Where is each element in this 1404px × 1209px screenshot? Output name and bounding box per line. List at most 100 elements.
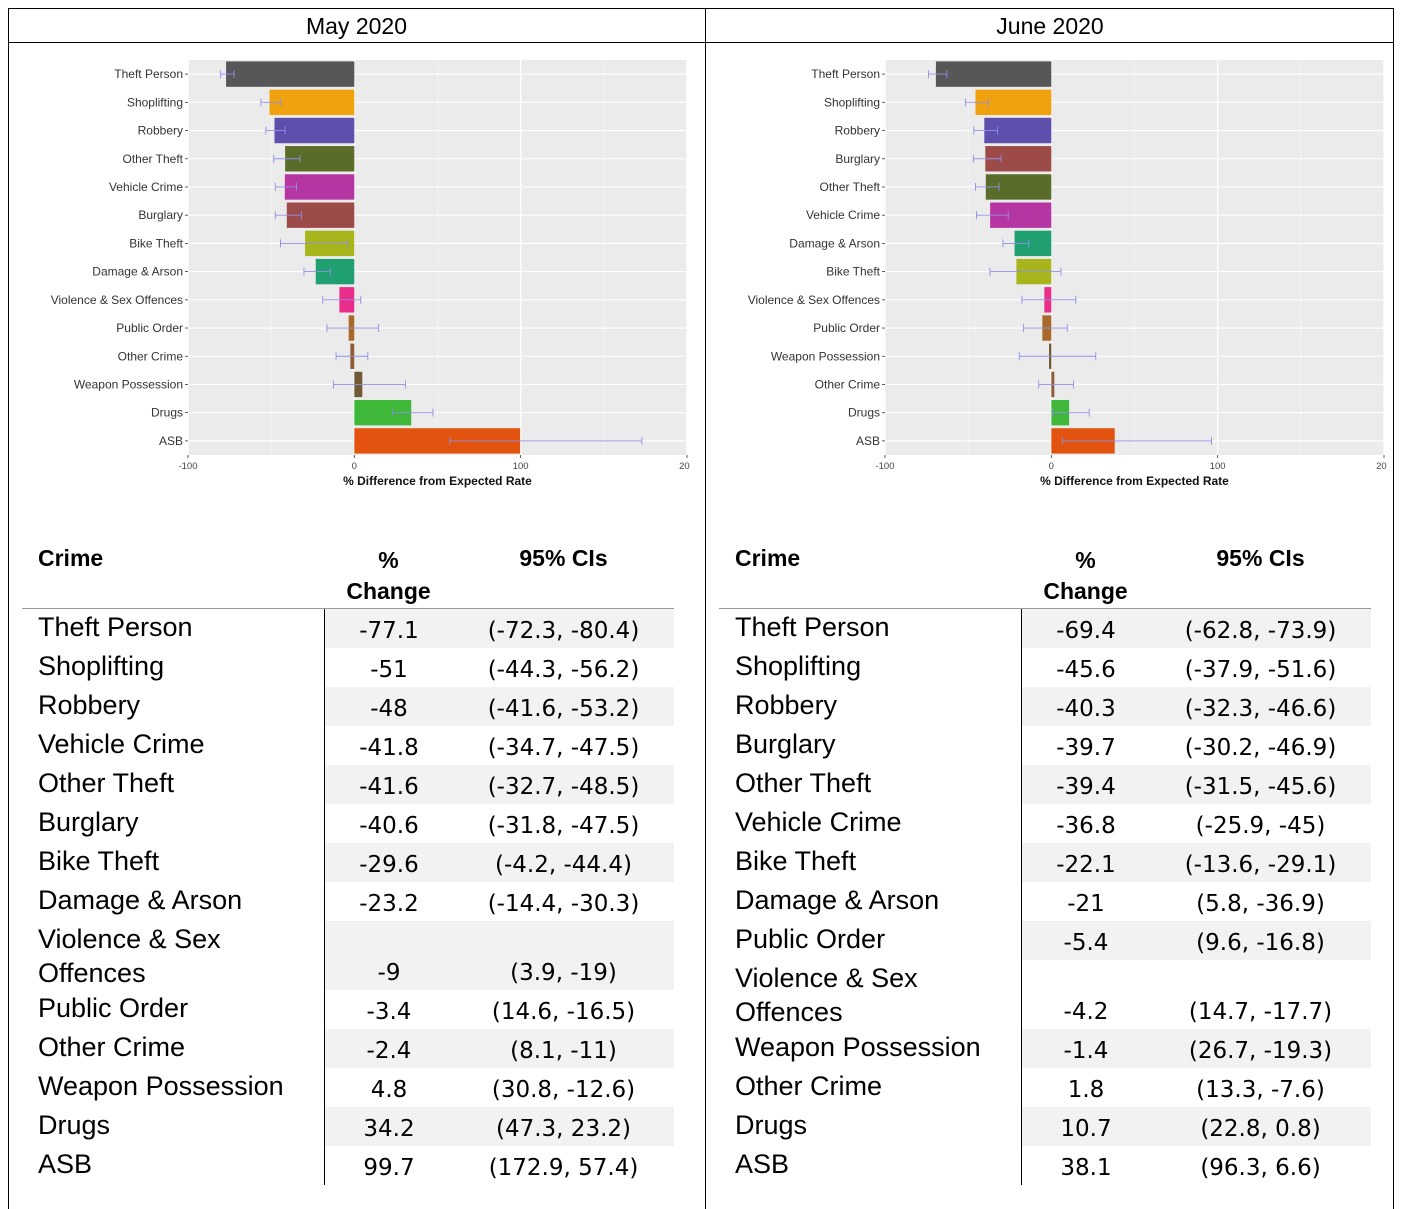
x-tick-label: 0 — [352, 461, 357, 472]
header-ci: 95% CIs — [519, 545, 608, 571]
table-row: Vehicle Crime -41.8 (-34.7, -47.5) — [22, 726, 674, 765]
errorbar-theft-person — [220, 70, 235, 79]
change-cell: -5.4 — [1021, 921, 1150, 960]
table-row: Robbery -48 (-41.6, -53.2) — [22, 687, 674, 726]
crime-cell: Burglary — [38, 807, 139, 837]
ci-cell: (-30.2, -46.9) — [1184, 735, 1337, 761]
ci-cell: (-25.9, -45) — [1195, 813, 1326, 839]
table-row: Weapon Possession 4.8 (30.8, -12.6) — [22, 1068, 674, 1107]
y-tick-label: Weapon Possession — [74, 377, 183, 391]
errorbar-violence-and-sex-offences — [1021, 295, 1077, 304]
table-row: ASB 38.1 (96.3, 6.6) — [719, 1146, 1371, 1185]
change-cell: -3.4 — [324, 990, 453, 1029]
x-tick-label: -100 — [178, 461, 197, 472]
change-cell: -39.4 — [1021, 765, 1150, 804]
crime-cell: Damage & Arson — [38, 885, 243, 915]
errorbar-damage-and-arson — [1002, 239, 1030, 248]
errorbar-weapon-possession — [332, 380, 407, 389]
june-table: Crime % Change 95% CIs Theft Person -69.4… — [719, 535, 1371, 1185]
ci-cell: (9.6, -16.8) — [1150, 921, 1371, 960]
x-axis-label: % Difference from Expected Rate — [343, 474, 532, 488]
header-change: % Change — [346, 547, 431, 604]
table-row: Violence & Sex Offences -4.2 (14.7, -17.7) — [719, 960, 1371, 1029]
errorbar-public-order — [326, 324, 380, 333]
errorbar-bike-theft — [989, 267, 1062, 276]
change-cell: -48 — [324, 687, 453, 726]
errorbar-drugs — [1052, 408, 1090, 417]
crime-cell: Bike Theft — [38, 846, 160, 876]
ci-cell: (14.6, -16.5) — [491, 999, 636, 1025]
errorbar-burglary — [972, 154, 1002, 163]
crime-cell: Shoplifting — [38, 651, 165, 681]
y-tick-label: Other Theft — [123, 152, 184, 166]
errorbar-public-order — [1022, 324, 1068, 333]
y-tick-label: Vehicle Crime — [806, 208, 880, 222]
crime-cell: Robbery — [38, 690, 141, 720]
ci-cell: (-34.7, -47.5) — [487, 735, 640, 761]
table-row: Public Order -3.4 (14.6, -16.5) — [22, 990, 674, 1029]
errorbar-shoplifting — [260, 98, 282, 107]
crime-cell: Violence & Sex Offences — [38, 924, 221, 988]
table-row: Bike Theft -22.1 (-13.6, -29.1) — [719, 843, 1371, 882]
ci-cell: (-31.5, -45.6) — [1150, 765, 1371, 804]
crime-cell: Other Theft — [735, 768, 872, 798]
table-row: Drugs 10.7 (22.8, 0.8) — [719, 1107, 1371, 1146]
change-cell: -77.1 — [324, 609, 453, 648]
y-tick-label: Other Theft — [820, 180, 881, 194]
errorbar-robbery — [265, 126, 286, 135]
x-tick-label: 200 — [679, 461, 690, 472]
change-cell: -40.3 — [1021, 687, 1150, 726]
y-tick-label: Damage & Arson — [92, 265, 183, 279]
table-rows: Theft Person -77.1 (-72.3, -80.4) Shoplifti… — [22, 609, 674, 1185]
errorbar-robbery — [973, 126, 999, 135]
change-cell: -45.6 — [1021, 648, 1150, 687]
header-change: % Change — [1043, 547, 1128, 604]
y-tick-label: Shoplifting — [824, 95, 880, 109]
y-tick-label: Shoplifting — [127, 95, 183, 109]
ci-cell: (5.8, -36.9) — [1196, 891, 1325, 917]
table-row: Violence & Sex Offences -9 (3.9, -19) — [22, 921, 674, 990]
header-crime: Crime — [735, 545, 801, 571]
crime-cell: Weapon Possession — [735, 1032, 981, 1062]
errorbar-drugs — [392, 408, 434, 417]
change-cell: -40.6 — [324, 804, 453, 843]
crime-cell: Vehicle Crime — [735, 807, 902, 837]
ci-cell: (-14.4, -30.3) — [487, 891, 640, 917]
table-row: Robbery -40.3 (-32.3, -46.6) — [719, 687, 1371, 726]
change-cell: -41.6 — [324, 765, 453, 804]
table-row: Weapon Possession -1.4 (26.7, -19.3) — [719, 1029, 1371, 1068]
errorbar-theft-person — [927, 70, 948, 79]
x-tick-label: 0 — [1049, 461, 1054, 472]
change-cell: -39.7 — [1021, 726, 1150, 765]
change-cell: -51 — [324, 648, 453, 687]
crime-cell: Violence & Sex Offences — [735, 963, 918, 1027]
ci-cell: (3.9, -19) — [453, 921, 674, 990]
change-cell: -2.4 — [324, 1029, 453, 1068]
ci-cell: (-41.6, -53.2) — [453, 687, 674, 726]
title-divider — [8, 42, 1394, 43]
x-tick-label: 200 — [1376, 461, 1387, 472]
x-tick-label: -100 — [875, 461, 894, 472]
y-tick-label: Bike Theft — [826, 265, 880, 279]
crime-cell: Other Crime — [38, 1032, 186, 1062]
ci-cell: (-62.8, -73.9) — [1150, 609, 1371, 648]
table-row: Other Theft -41.6 (-32.7, -48.5) — [22, 765, 674, 804]
change-cell: -29.6 — [324, 843, 453, 882]
crime-cell: Bike Theft — [735, 846, 857, 876]
figure-frame — [8, 8, 1394, 1209]
panel-title-may: May 2020 — [305, 13, 407, 39]
errorbar-other-crime — [335, 352, 369, 361]
crime-cell: Drugs — [735, 1110, 808, 1140]
table-row: Drugs 34.2 (47.3, 23.2) — [22, 1107, 674, 1146]
table-row: Other Theft -39.4 (-31.5, -45.6) — [719, 765, 1371, 804]
y-tick-label: Violence & Sex Offences — [748, 293, 880, 307]
ci-cell: (96.3, 6.6) — [1200, 1155, 1321, 1181]
y-tick-label: Weapon Possession — [771, 349, 880, 363]
ci-cell: (-4.2, -44.4) — [453, 843, 674, 882]
x-tick-label: 100 — [513, 461, 529, 472]
crime-cell: Burglary — [735, 729, 836, 759]
table-header: Crime % Change 95% CIs — [719, 535, 1371, 609]
y-tick-label: Violence & Sex Offences — [51, 293, 183, 307]
table-rows: Theft Person -69.4 (-62.8, -73.9) Shoplifti… — [719, 609, 1371, 1185]
y-tick-label: Burglary — [138, 208, 183, 222]
